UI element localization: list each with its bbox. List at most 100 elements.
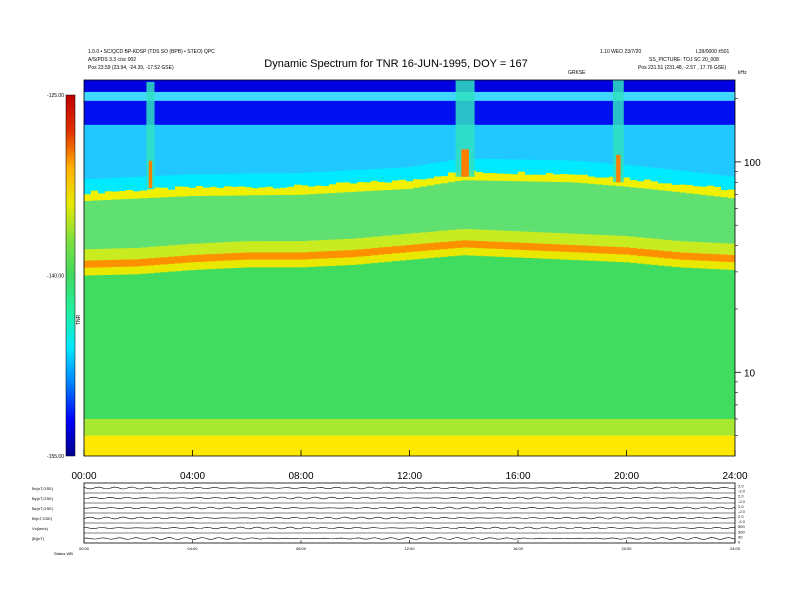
heatmap-cell xyxy=(343,170,351,183)
panel-right-tick: -2.0 xyxy=(738,509,746,514)
heatmap-cell xyxy=(203,418,211,436)
heatmap-cell xyxy=(280,124,288,174)
heatmap-cell xyxy=(378,435,386,456)
heatmap-cell xyxy=(196,435,204,456)
heatmap-cell xyxy=(238,91,246,102)
heatmap-cell xyxy=(280,194,288,242)
heatmap-cell xyxy=(217,253,225,262)
panel-footer-label: Status WB xyxy=(54,551,73,556)
heatmap-cell xyxy=(504,257,512,420)
heatmap-cell xyxy=(532,181,540,233)
heatmap-cell xyxy=(140,418,148,436)
heatmap-cell xyxy=(126,418,134,436)
heatmap-cell xyxy=(546,418,554,436)
heatmap-cell xyxy=(714,261,722,270)
panel-right-tick: 30 xyxy=(738,534,743,539)
heatmap-cell xyxy=(546,181,554,233)
heatmap-cell xyxy=(371,100,379,126)
heatmap-cell xyxy=(574,80,582,93)
heatmap-cell xyxy=(91,91,99,102)
heatmap-cell xyxy=(252,188,260,196)
heatmap-cell xyxy=(224,173,232,187)
heatmap-cell xyxy=(147,273,155,420)
heatmap-cell xyxy=(322,80,330,93)
heatmap-cell xyxy=(224,435,232,456)
heatmap-cell xyxy=(588,245,596,254)
heatmap-cell xyxy=(644,179,652,190)
heatmap-cell xyxy=(427,418,435,436)
heatmap-cell xyxy=(525,435,533,456)
heatmap-cell xyxy=(476,255,484,420)
heatmap-cell xyxy=(700,435,708,456)
heatmap-cell xyxy=(364,237,372,250)
heatmap-cell xyxy=(112,177,120,192)
heatmap-cell xyxy=(693,100,701,126)
heatmap-cell xyxy=(392,253,400,262)
heatmap-cell xyxy=(161,100,169,126)
heatmap-cell xyxy=(413,418,421,436)
heatmap-cell xyxy=(329,193,337,240)
heatmap-cell xyxy=(322,435,330,456)
heatmap-cell xyxy=(672,100,680,126)
heatmap-cell xyxy=(420,250,428,259)
heatmap-cell xyxy=(637,91,645,102)
heatmap-cell xyxy=(420,243,428,252)
heatmap-cell xyxy=(154,175,162,188)
heatmap-cell xyxy=(490,230,498,242)
heatmap-cell xyxy=(714,196,722,244)
heatmap-cell xyxy=(623,262,631,420)
heatmap-cell xyxy=(693,91,701,102)
heatmap-cell xyxy=(385,124,393,169)
heatmap-cell xyxy=(196,261,204,271)
heatmap-cell xyxy=(665,435,673,456)
heatmap-cell xyxy=(658,183,666,191)
heatmap-cell xyxy=(651,100,659,126)
colorbar-tick-label: -125.00 xyxy=(47,93,64,99)
heatmap-cell xyxy=(364,80,372,93)
heatmap-cell xyxy=(231,268,239,420)
heatmap-cell xyxy=(245,187,253,196)
heatmap-cell xyxy=(91,249,99,261)
heatmap-cell xyxy=(581,435,589,456)
heatmap-cell xyxy=(560,91,568,102)
heatmap-cell xyxy=(287,418,295,436)
heatmap-cell xyxy=(105,260,113,268)
heatmap-cell xyxy=(154,187,162,198)
heatmap-cell xyxy=(357,182,365,192)
heatmap-cell xyxy=(434,176,442,185)
heatmap-cell xyxy=(539,250,547,259)
heatmap-cell xyxy=(308,186,316,195)
heatmap-cell xyxy=(154,418,162,436)
heatmap-cell xyxy=(287,173,295,188)
heatmap-cell xyxy=(378,254,386,263)
heatmap-cell xyxy=(182,91,190,102)
heatmap-cell xyxy=(595,435,603,456)
heatmap-cell xyxy=(119,435,127,456)
heatmap-cell xyxy=(238,80,246,93)
heatmap-cell xyxy=(560,251,568,260)
heatmap-cell xyxy=(448,80,456,93)
heatmap-cell xyxy=(588,91,596,102)
heatmap-cell xyxy=(707,80,715,93)
heatmap-cell xyxy=(238,259,246,268)
heatmap-cell xyxy=(532,100,540,126)
heatmap-cell xyxy=(203,195,211,244)
heatmap-cell xyxy=(273,188,281,196)
heatmap-cell xyxy=(588,252,596,262)
heatmap-cell xyxy=(693,253,701,261)
heatmap-cell xyxy=(581,252,589,261)
heatmap-cell xyxy=(175,418,183,436)
heatmap-cell xyxy=(357,124,365,171)
heatmap-cell xyxy=(511,91,519,102)
heatmap-cell xyxy=(189,80,197,93)
heatmap-cell xyxy=(357,100,365,126)
heatmap-cell xyxy=(504,124,512,160)
heatmap-cell xyxy=(217,242,225,255)
heatmap-cell xyxy=(462,240,470,248)
heatmap-cell xyxy=(581,80,589,93)
heatmap-cell xyxy=(651,91,659,102)
heatmap-cell xyxy=(623,435,631,456)
heatmap-cell xyxy=(280,241,288,253)
heatmap-cell xyxy=(245,124,253,174)
heatmap-cell xyxy=(224,91,232,102)
